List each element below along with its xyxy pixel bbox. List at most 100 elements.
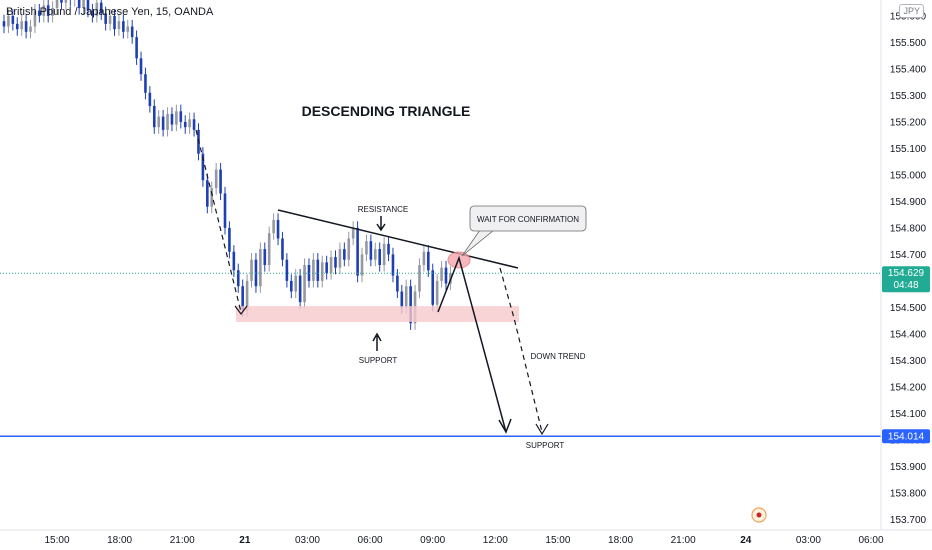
- down-trend-label: DOWN TREND: [531, 352, 586, 361]
- candle-body: [223, 193, 227, 228]
- candle-body: [86, 0, 90, 11]
- candle-body: [113, 15, 116, 30]
- candle-body: [298, 275, 302, 303]
- price-tick-label: 154.100: [890, 409, 927, 420]
- candle-body: [33, 10, 37, 27]
- countdown-label: 04:48: [893, 280, 918, 291]
- candle-body: [369, 241, 373, 260]
- candle-body: [161, 116, 165, 130]
- time-tick-label: 09:00: [420, 535, 445, 546]
- time-tick-label: 21: [239, 535, 251, 546]
- candle-body: [387, 243, 390, 255]
- candle-body: [192, 119, 196, 130]
- price-tick-label: 154.200: [890, 382, 927, 393]
- time-tick-label: 18:00: [107, 535, 132, 546]
- callout-pointer: [461, 229, 496, 257]
- candle-body: [15, 23, 19, 30]
- candle-body: [236, 270, 240, 287]
- price-axis[interactable]: [880, 0, 932, 530]
- candle-body: [188, 119, 191, 128]
- candle-body: [170, 113, 174, 125]
- candle-body: [272, 219, 275, 234]
- candle-body: [144, 74, 147, 93]
- candle-body: [201, 153, 205, 181]
- candle-body: [95, 2, 99, 16]
- dashed-forecast-arrow: [499, 267, 543, 433]
- time-tick-label: 03:00: [796, 535, 821, 546]
- time-axis-labels: 15:00 18:00 21:00 21 03:00 06:00 09:00 12:00 15:…: [44, 535, 883, 546]
- candle-body: [400, 291, 404, 308]
- callout-box[interactable]: [469, 205, 587, 232]
- candle-body: [38, 10, 41, 16]
- candle-body: [64, 0, 68, 3]
- candle-body: [148, 92, 152, 106]
- price-tick-label: 153.800: [890, 488, 927, 499]
- support-label: SUPPORT: [359, 356, 398, 365]
- arrow-head: [498, 418, 512, 434]
- candle-body: [117, 21, 121, 30]
- candle-body: [418, 265, 421, 292]
- candle-body: [365, 241, 368, 255]
- candle-body: [303, 265, 306, 303]
- time-tick-label: 12:00: [483, 535, 508, 546]
- candle-body: [276, 219, 280, 239]
- candle-body: [60, 0, 63, 3]
- candle-body: [82, 0, 85, 8]
- candle-body: [24, 21, 28, 32]
- candle-body: [378, 249, 381, 265]
- candle-body: [29, 26, 32, 32]
- candle-body: [409, 286, 412, 324]
- last-price-label: 154.629: [888, 268, 925, 279]
- candle-body: [444, 267, 448, 284]
- candle-body: [347, 238, 351, 260]
- candle-body: [263, 249, 267, 265]
- candle-body: [99, 2, 103, 14]
- candle-body: [259, 249, 262, 287]
- candle-body: [91, 10, 94, 16]
- candle-body: [122, 21, 125, 32]
- pattern-title: DESCENDING TRIANGLE: [302, 103, 471, 119]
- candle-body: [2, 21, 6, 27]
- price-tick-label: 155.200: [890, 117, 927, 128]
- price-tick-label: 154.300: [890, 356, 927, 367]
- currency-badge[interactable]: JPY: [899, 4, 924, 18]
- candle-body: [435, 280, 439, 305]
- candle-body: [104, 13, 107, 24]
- arrow-path: [437, 255, 507, 433]
- candle-body: [157, 116, 160, 128]
- candle-body: [431, 270, 435, 305]
- time-tick-label: 06:00: [858, 535, 883, 546]
- candle-body: [351, 227, 355, 239]
- candle-body: [329, 257, 333, 273]
- time-tick-label: 21:00: [170, 535, 195, 546]
- candle-body: [396, 275, 399, 292]
- candle-body: [267, 233, 271, 265]
- time-tick-label: 15:00: [44, 535, 69, 546]
- price-tick-label: 154.800: [890, 223, 927, 234]
- candle-body: [382, 243, 386, 265]
- candle-body: [334, 257, 337, 268]
- candles: [2, 0, 452, 330]
- price-tick-label: 153.900: [890, 462, 927, 473]
- candle-body: [175, 111, 178, 125]
- candle-body: [316, 259, 320, 281]
- candle-body: [219, 169, 222, 194]
- time-tick-label: 03:00: [295, 535, 320, 546]
- chart-title: British Pound / Japanese Yen, 15, OANDA: [6, 6, 214, 18]
- candle-body: [139, 58, 143, 75]
- candle-body: [183, 121, 187, 128]
- time-axis[interactable]: [0, 529, 932, 550]
- candle-body: [373, 249, 377, 260]
- drawings: WAIT FOR CONFIRMATION DESCENDING TRIANGL…: [0, 103, 881, 450]
- candle-body: [126, 26, 130, 32]
- candle-body: [108, 15, 112, 24]
- event-marker[interactable]: [751, 507, 767, 523]
- candle-body: [422, 251, 426, 265]
- candle-body: [51, 7, 54, 16]
- candle-body: [245, 280, 249, 311]
- candle-body: [46, 5, 50, 16]
- candle-body: [285, 259, 289, 281]
- price-tick-label: 155.100: [890, 144, 927, 155]
- candle-body: [179, 111, 183, 122]
